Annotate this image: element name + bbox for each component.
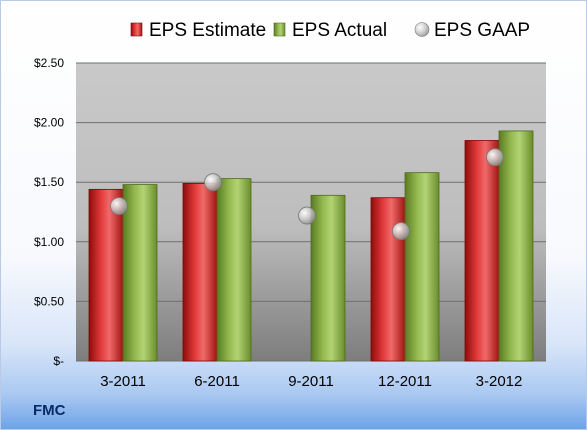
bars bbox=[88, 130, 534, 362]
gaap-points bbox=[110, 148, 504, 240]
legend-swatch-eps-actual bbox=[273, 22, 286, 37]
bar-eps-actual bbox=[404, 172, 440, 362]
bar-eps-estimate bbox=[182, 182, 218, 362]
legend-swatch-eps-estimate bbox=[130, 22, 143, 37]
y-tick-label: $2.50 bbox=[34, 56, 64, 70]
y-axis-ticks: $- $0.50 $1.00 $1.50 $2.00 $2.50 bbox=[34, 56, 64, 368]
bar-eps-estimate bbox=[88, 188, 124, 362]
bar-eps-estimate bbox=[370, 197, 406, 362]
x-category-label: 3-2011 bbox=[100, 373, 146, 390]
y-tick-label: $- bbox=[53, 354, 64, 368]
bar-eps-actual bbox=[310, 194, 346, 362]
y-tick-label: $1.00 bbox=[34, 235, 64, 249]
bar-eps-estimate bbox=[464, 140, 500, 362]
bar-eps-actual bbox=[498, 130, 534, 362]
x-category-label: 12-2011 bbox=[378, 373, 432, 390]
legend-swatch-eps-gaap bbox=[414, 22, 430, 37]
point-eps-gaap bbox=[486, 148, 504, 167]
y-tick-label: $0.50 bbox=[34, 294, 64, 308]
bar-eps-actual bbox=[216, 178, 252, 362]
point-eps-gaap bbox=[110, 197, 128, 215]
point-eps-gaap bbox=[298, 206, 316, 225]
eps-chart: $- $0.50 $1.00 $1.50 $2.00 $2.50 3-2011 6-2011… bbox=[34, 20, 546, 390]
y-tick-label: $1.50 bbox=[34, 175, 64, 189]
x-axis-categories: 3-2011 6-2011 9-2011 12-2011 3-2012 bbox=[100, 373, 522, 390]
legend-label: EPS Actual bbox=[292, 20, 387, 41]
legend-label: EPS Estimate bbox=[149, 20, 266, 41]
point-eps-gaap bbox=[204, 173, 222, 192]
x-category-label: 3-2012 bbox=[476, 373, 523, 390]
ticker-label: FMC bbox=[33, 402, 66, 419]
legend: EPS Estimate EPS Actual EPS GAAP bbox=[130, 20, 530, 41]
x-category-label: 6-2011 bbox=[194, 373, 240, 390]
point-eps-gaap bbox=[392, 222, 410, 240]
legend-label: EPS GAAP bbox=[434, 20, 530, 41]
x-category-label: 9-2011 bbox=[288, 373, 334, 390]
bar-eps-actual bbox=[122, 184, 158, 362]
y-tick-label: $2.00 bbox=[34, 116, 64, 130]
